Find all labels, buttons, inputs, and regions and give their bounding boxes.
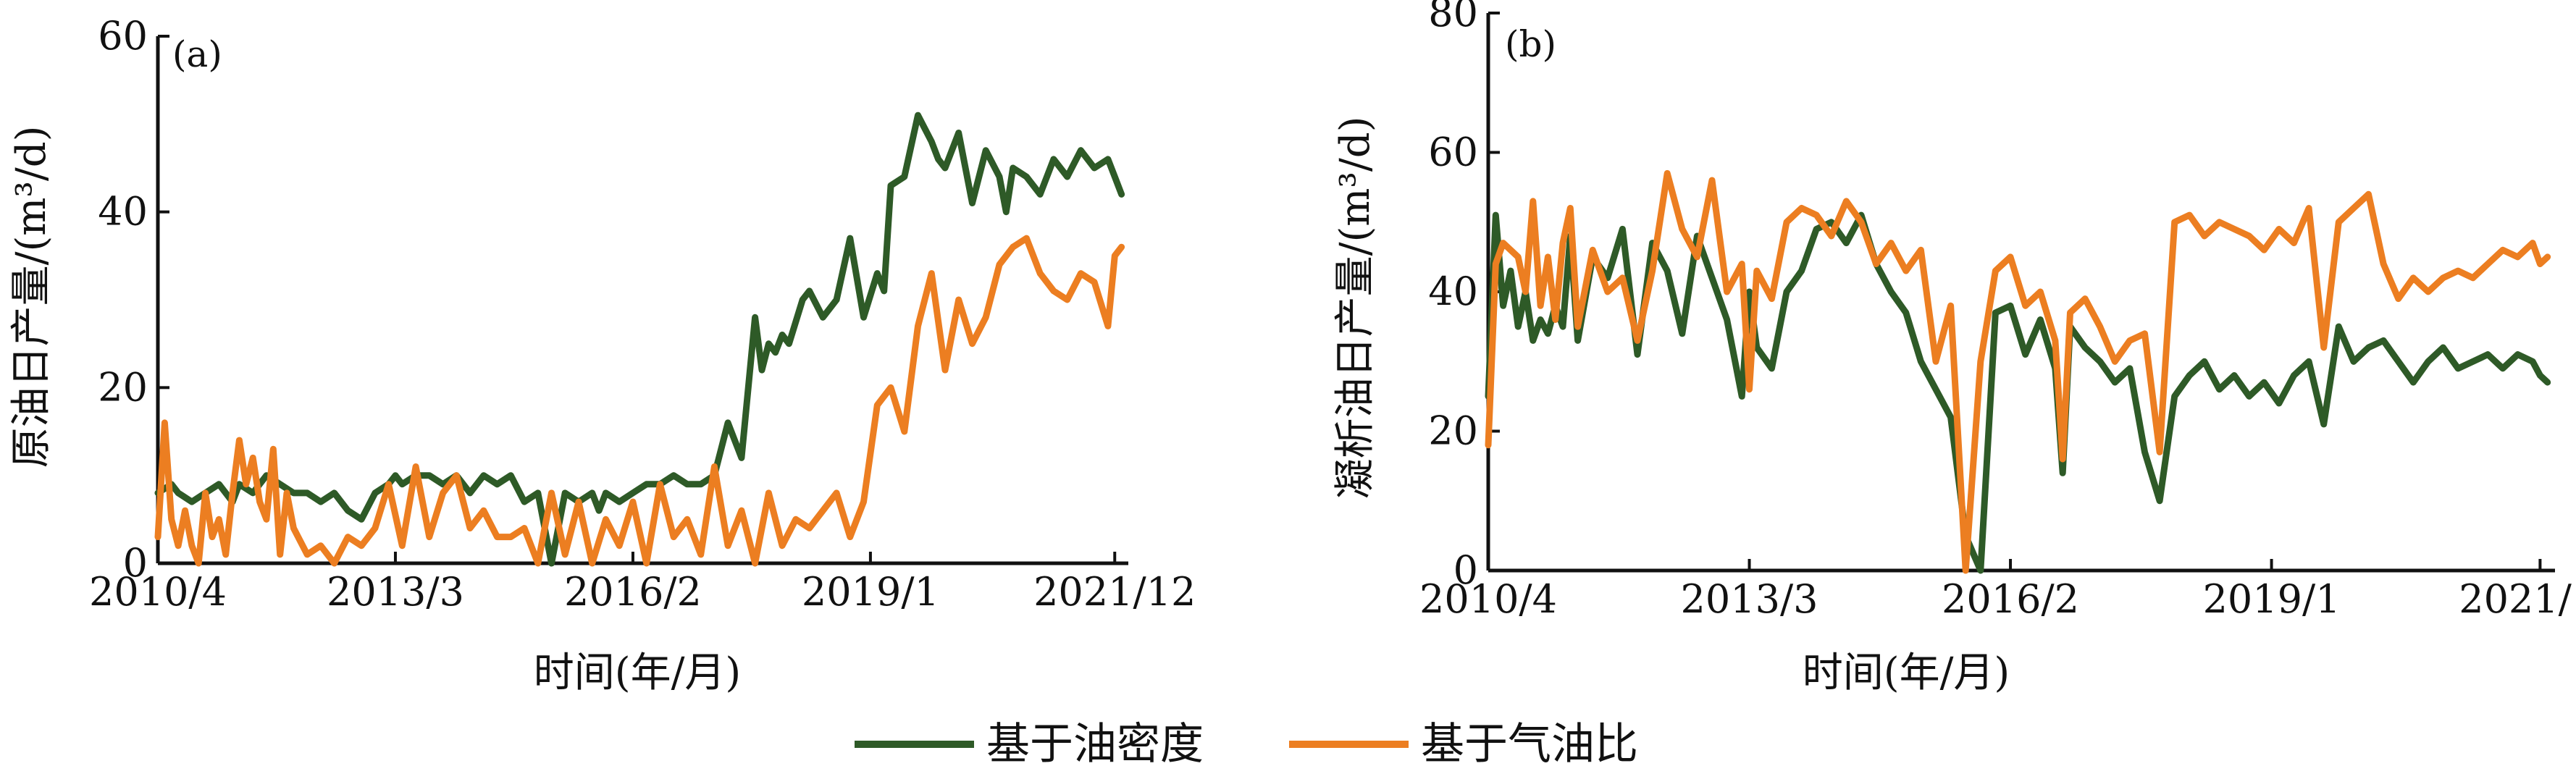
panel-b-x-axis-title: 时间(年/月) [1803,649,2010,696]
panel-b-y-tick-label: 60 [1428,130,1478,175]
panel-a-label: (a) [172,33,222,75]
panel-b-x-tick-label: 2016/2 [1942,576,2079,622]
panel-a-y-tick-label: 0 [123,540,148,586]
panel-a-x-tick-label: 2019/1 [802,569,939,615]
panel-b-y-tick-label: 80 [1428,0,1478,35]
panel-b-chart: (b) 凝析油日产量/(m³/d) 时间(年/月) 0 20 40 60 80 2010/… [1332,0,2576,696]
panel-a-y-tick-label: 20 [98,364,148,410]
panel-b-x-tick-label: 2010/4 [1419,576,1557,622]
panel-b-y-axis-title: 凝析油日产量/(m³/d) [1332,117,1379,500]
panel-a-x-tick-label: 2016/2 [564,569,702,615]
panel-a-x-tick-label: 2021/12 [1033,569,1196,615]
panel-a-x-tick-label: 2013/3 [327,569,464,615]
panel-b-series-gor-line [1485,169,2551,574]
panel-a-y-tick-label: 60 [98,13,148,59]
panel-a-y-tick-label: 40 [98,189,148,235]
panel-b-y-tick-label: 0 [1453,547,1478,593]
panel-b-x-tick-label: 2013/3 [1681,576,1818,622]
panel-b-label: (b) [1505,23,1556,65]
legend-label-density: 基于油密度 [986,719,1204,766]
panel-b-x-tick-label: 2019/1 [2203,576,2341,622]
legend: 基于油密度 基于气油比 [855,719,1638,766]
panel-a-x-tick-label: 2010/4 [89,569,227,615]
panel-b-y-tick-label: 20 [1428,408,1478,454]
panel-b-y-tick-label: 40 [1428,269,1478,314]
legend-label-gor: 基于气油比 [1421,719,1638,766]
panel-a-x-axis-title: 时间(年/月) [534,649,742,696]
panel-b-x-tick-label: 2021/12 [2459,576,2576,622]
panel-a-chart: (a) 原油日产量/(m³/d) 时间(年/月) 0 20 40 60 2010/4 20… [8,13,1196,696]
panel-a-series-gor-line [154,235,1125,567]
panel-a-y-axis-title: 原油日产量/(m³/d) [8,126,55,468]
panel-a-series-density-line [154,111,1125,567]
